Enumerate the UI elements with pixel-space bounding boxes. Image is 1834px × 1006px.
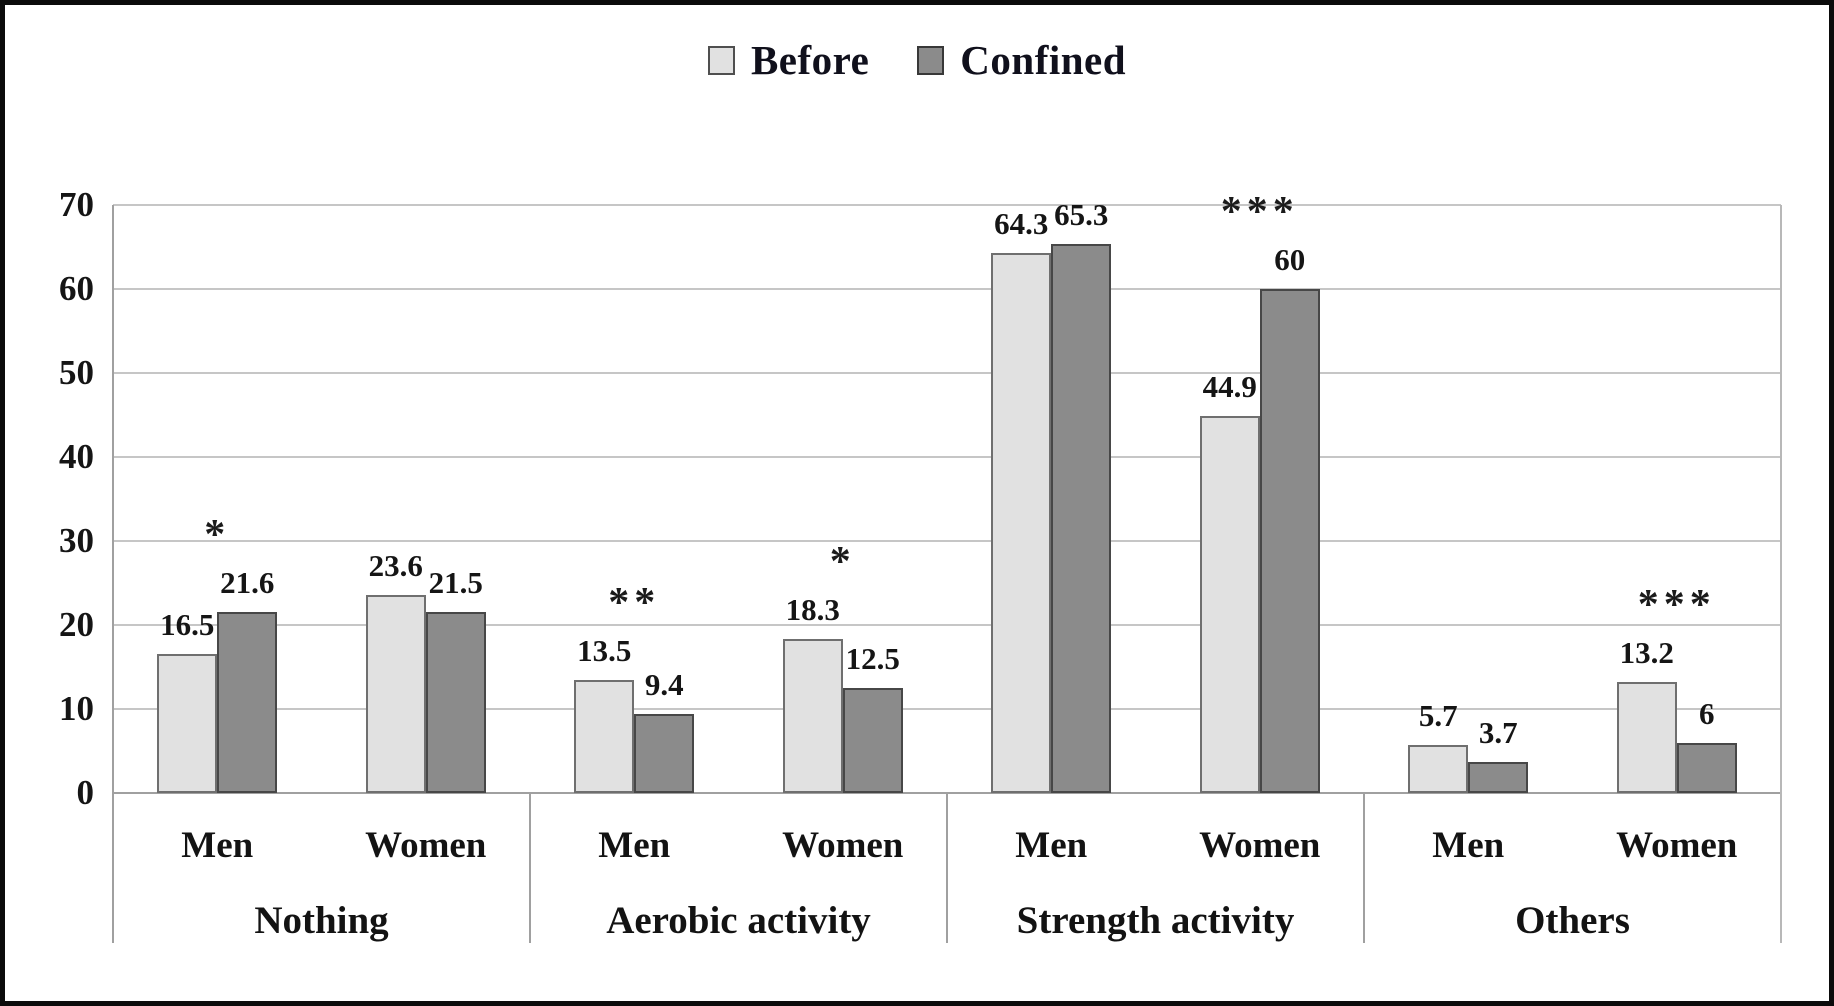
bar-value-confined: 3.7 (1478, 714, 1518, 750)
bar-value-before: 23.6 (368, 547, 423, 583)
bar-before (574, 679, 635, 793)
legend-item-before: Before (707, 37, 870, 83)
legend-label-before: Before (750, 37, 870, 83)
bar-value-before: 13.2 (1619, 635, 1674, 671)
bar-confined (425, 612, 486, 793)
bar-before (782, 639, 843, 793)
gridline-70 (113, 204, 1781, 206)
x-axis-group-label: Women (1199, 825, 1321, 866)
category-label: Others (1515, 899, 1630, 942)
y-axis-tick-label: 60 (59, 269, 94, 308)
bar-value-confined: 65.3 (1054, 197, 1109, 233)
significance-stars: * (204, 511, 231, 558)
category-divider (529, 793, 531, 943)
bar-value-confined: 21.5 (428, 565, 483, 601)
significance-stars: *** (1220, 189, 1299, 235)
bar-before (1408, 745, 1469, 793)
gridline-50 (113, 372, 1781, 374)
gridline-20 (113, 624, 1781, 626)
bar-value-confined: 9.4 (644, 667, 684, 703)
y-axis-tick-label: 20 (59, 605, 94, 644)
category-label: Nothing (254, 899, 389, 942)
bar-confined (1468, 761, 1529, 793)
bar-value-confined: 12.5 (845, 641, 900, 676)
category-divider (1363, 793, 1365, 943)
bar-value-before: 64.3 (994, 205, 1049, 241)
x-axis-group-label: Women (782, 825, 904, 866)
x-axis-group-label: Men (1015, 825, 1088, 866)
gridline-40 (113, 456, 1781, 458)
gridline-60 (113, 288, 1781, 290)
bar-before (365, 594, 426, 793)
bar-value-confined: 6 (1699, 695, 1715, 731)
bar-confined (1051, 244, 1112, 793)
bar-value-before: 5.7 (1418, 698, 1458, 734)
x-axis-group-label: Women (365, 825, 487, 866)
bar-value-confined: 60 (1274, 242, 1306, 277)
category-label: Aerobic activity (606, 899, 871, 942)
bar-confined (217, 611, 278, 793)
y-axis-tick-label: 30 (59, 521, 94, 560)
bar-before (991, 252, 1052, 793)
bar-value-before: 44.9 (1202, 368, 1257, 404)
gridline-10 (113, 708, 1781, 710)
x-axis-group-label: Women (1616, 825, 1738, 866)
legend: Before Confined (0, 40, 1834, 81)
legend-item-confined: Confined (917, 40, 1126, 81)
bar-value-before: 16.5 (160, 607, 215, 643)
y-axis-tick-label: 10 (59, 689, 94, 728)
x-axis-group-label: Men (1432, 825, 1505, 866)
y-axis-tick-label: 50 (59, 353, 94, 392)
bar-before (157, 654, 218, 793)
bar-confined (634, 714, 695, 793)
legend-label-confined: Confined (960, 37, 1127, 83)
y-axis-line (112, 205, 114, 943)
significance-stars: ** (608, 579, 661, 626)
bar-before (1616, 682, 1677, 793)
category-divider (946, 793, 948, 943)
x-axis-group-label: Men (598, 825, 671, 866)
y-axis-tick-label: 70 (59, 185, 94, 224)
y-axis-tick-label: 40 (59, 437, 94, 476)
category-label: Strength activity (1016, 899, 1295, 942)
bar-value-confined: 21.6 (220, 564, 275, 600)
plot-right-line (1780, 205, 1782, 943)
bar-confined (1676, 742, 1737, 793)
significance-stars: * (829, 539, 856, 586)
bar-before (1199, 415, 1260, 793)
bar-value-before: 13.5 (577, 632, 632, 668)
bar-confined (1259, 289, 1320, 793)
significance-stars: *** (1637, 582, 1716, 629)
before-swatch-icon (707, 46, 735, 75)
confined-swatch-icon (917, 46, 945, 75)
y-axis-tick-label: 0 (76, 773, 95, 812)
gridline-30 (113, 540, 1781, 542)
bar-value-before: 18.3 (785, 592, 840, 628)
x-axis-group-label: Men (181, 825, 254, 866)
bar-confined (842, 688, 903, 793)
